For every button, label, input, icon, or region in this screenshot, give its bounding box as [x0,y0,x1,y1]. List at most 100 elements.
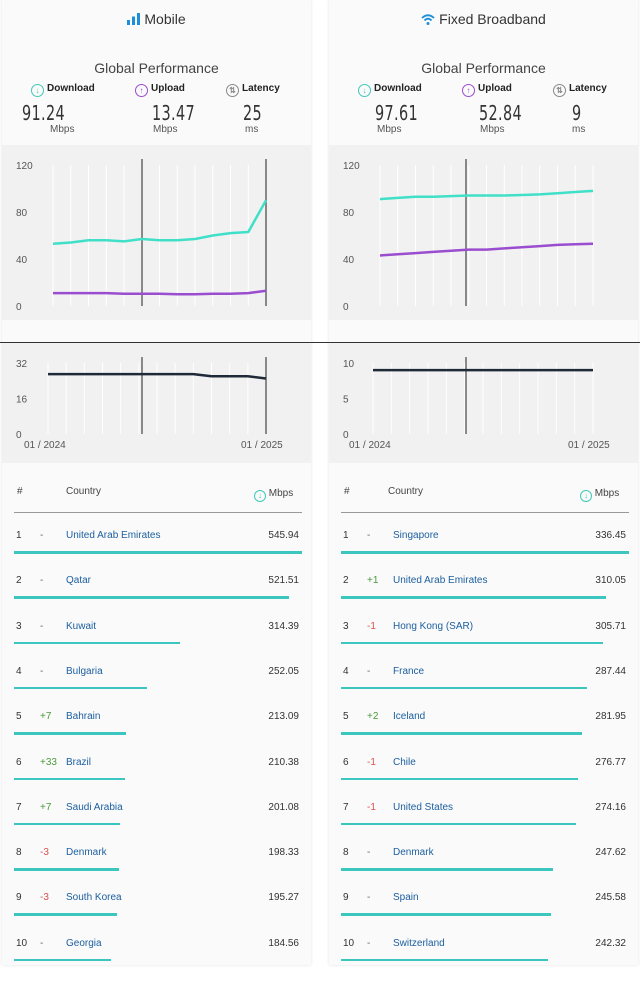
fixed-title[interactable]: Fixed Broadband [329,11,638,28]
table-row[interactable]: 8 -3 Denmark 198.33 [2,847,311,892]
fixed-latency-chart: 0 5 10 01 / 2024 01 / 2025 [329,343,638,463]
y-tick-label: 5 [343,395,349,406]
rank-change: -1 [367,620,376,632]
table-row[interactable]: 3 - Kuwait 314.39 [2,621,311,666]
country-link[interactable]: United States [393,801,454,813]
x-tick-label: 01 / 2025 [241,440,283,451]
rank-number: 1 [16,530,22,541]
country-header: Country [66,486,102,497]
country-link[interactable]: Hong Kong (SAR) [393,620,474,632]
rank-number: 9 [343,892,349,904]
upload-value: 13.47 [152,101,196,125]
speed-bar [14,958,112,962]
table-row[interactable]: 2 +1 United Arab Emirates 310.05 [329,575,638,620]
speed-bar [341,596,607,599]
speed-bar [341,641,603,645]
chart-background [329,145,638,320]
table-row[interactable]: 9 -3 South Korea 195.27 [2,892,311,937]
country-link[interactable]: Singapore [393,530,439,541]
rank-change: - [367,937,371,949]
country-link[interactable]: Saudi Arabia [66,801,123,813]
speed-bar [341,868,553,871]
speed-value: 195.27 [268,892,299,904]
table-row[interactable]: 8 - Denmark 247.62 [329,847,638,892]
country-link[interactable]: United Arab Emirates [393,575,488,587]
country-link[interactable]: Qatar [66,575,92,587]
country-link[interactable]: Denmark [66,847,107,859]
table-row[interactable]: 10- Switzerland 242.32 [329,938,638,983]
latency-series-line [48,372,267,380]
table-row[interactable]: 6 -1 Chile 276.77 [329,757,638,802]
table-row[interactable]: 10- Georgia 184.56 [2,938,311,983]
mobile-upload-metric: ↑ Upload 13.47 Mbps [135,83,225,135]
latency-unit: ms [572,124,586,135]
speed-bar [341,686,587,690]
country-link[interactable]: Bulgaria [66,665,103,677]
table-row[interactable]: 3 -1 Hong Kong (SAR) 305.71 [329,621,638,666]
table-row[interactable]: 1 - Singapore 336.45 [329,530,638,575]
country-link[interactable]: Iceland [393,711,426,723]
speed-value: 521.51 [268,575,299,587]
header-divider [341,512,629,513]
arrows-circle-icon: ⇅ [226,84,239,97]
table-row[interactable]: 5 +7 Bahrain 213.09 [2,711,311,756]
country-link[interactable]: France [393,665,425,677]
country-link[interactable]: Chile [393,756,416,768]
latency-label: Latency [242,83,280,94]
speed-value: 314.39 [268,620,299,632]
mobile-title[interactable]: Mobile [2,11,311,28]
rank-change: +33 [40,756,57,768]
speed-value: 252.05 [268,665,299,677]
speed-value: 245.58 [595,892,626,904]
y-tick-label: 80 [16,208,28,219]
upload-series-line [53,289,267,296]
country-link[interactable]: Kuwait [66,620,97,632]
speed-header-text: Mbps [268,488,294,499]
rank-change: - [367,892,371,904]
table-row[interactable]: 9 - Spain 245.58 [329,892,638,937]
rank-number: 10 [343,937,355,949]
speed-bar [14,822,121,826]
upload-label: Upload [151,83,185,94]
speed-value: 201.08 [268,801,299,813]
speed-header[interactable]: ↓ Mbps [254,488,293,502]
rank-change: - [40,575,44,587]
download-label: Download [47,83,95,94]
download-series-line [379,189,594,201]
country-link[interactable]: Brazil [66,756,92,768]
table-row[interactable]: 4 - France 287.44 [329,666,638,711]
speed-bar [14,777,125,780]
table-row[interactable]: 5 +2 Iceland 281.95 [329,711,638,756]
speed-value: 281.95 [595,711,626,723]
rank-change: - [40,665,44,677]
table-row[interactable]: 6 +33 Brazil 210.38 [2,757,311,802]
rank-number: 6 [16,756,22,768]
speed-header[interactable]: ↓ Mbps [580,488,619,502]
rank-change: +7 [40,711,52,723]
table-row[interactable]: 4 - Bulgaria 252.05 [2,666,311,711]
country-link[interactable]: Switzerland [393,937,445,949]
speed-value: 287.44 [595,665,626,677]
rank-change: +2 [367,711,379,723]
country-link[interactable]: Bahrain [66,711,101,723]
rank-number: 2 [16,575,22,587]
upload-series-line [379,242,594,257]
table-row[interactable]: 7 -1 United States 274.16 [329,802,638,847]
speed-bar [14,732,127,735]
table-row[interactable]: 7 +7 Saudi Arabia 201.08 [2,802,311,847]
mobile-speed-chart: 0 40 80 120 [2,145,311,320]
country-link[interactable]: Georgia [66,937,102,949]
country-link[interactable]: Denmark [393,847,434,859]
table-row[interactable]: 2 - Qatar 521.51 [2,575,311,620]
rank-change: - [40,937,44,949]
table-row[interactable]: 1 - United Arab Emirates 545.94 [2,530,311,575]
speed-bar [341,732,583,735]
rank-change: -1 [367,756,376,768]
country-link[interactable]: South Korea [66,892,122,904]
download-value: 91.24 [22,101,66,125]
speed-bar [341,913,552,916]
speed-bar [14,641,180,645]
country-link[interactable]: Spain [393,892,419,904]
country-link[interactable]: United Arab Emirates [66,530,161,541]
fixed-subtitle: Global Performance [421,60,546,76]
